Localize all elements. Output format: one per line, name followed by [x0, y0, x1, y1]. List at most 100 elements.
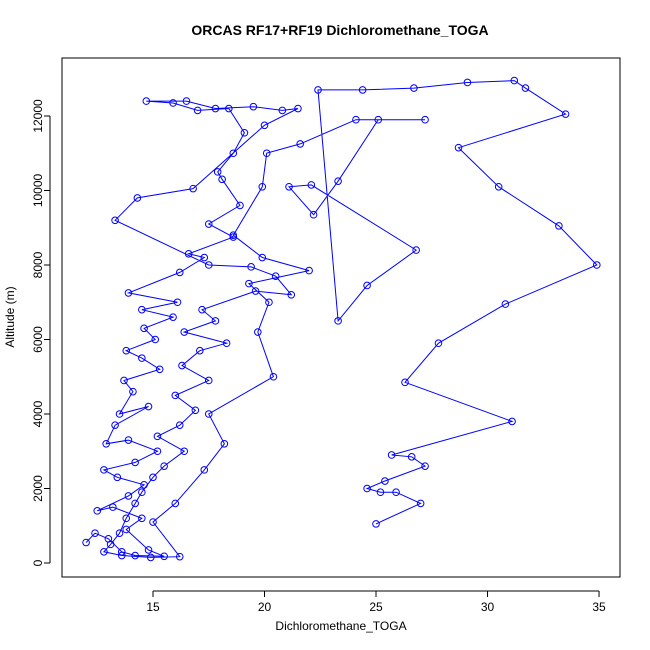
data-point [140, 324, 148, 333]
data-point [138, 488, 146, 497]
data-point [133, 194, 142, 202]
data-point [434, 339, 443, 348]
data-point [153, 447, 162, 456]
data-point [376, 488, 385, 497]
data-point [160, 552, 168, 561]
data-point [140, 480, 148, 489]
data-point [122, 346, 131, 355]
data-point [122, 514, 131, 523]
y-tick-label: 12000 [31, 99, 45, 133]
data-point [334, 177, 342, 185]
data-point [213, 168, 222, 176]
data-point [254, 328, 262, 336]
data-point [175, 268, 184, 277]
data-point [410, 84, 418, 92]
data-point [204, 376, 213, 385]
data-point [287, 290, 296, 299]
x-tick-label: 20 [258, 600, 272, 614]
data-point [169, 313, 177, 321]
data-point [271, 272, 280, 280]
data-point [173, 298, 182, 307]
data-point [160, 462, 168, 470]
data-point [149, 518, 157, 526]
data-point [138, 354, 146, 362]
data-point [138, 305, 146, 314]
data-point [314, 86, 322, 94]
y-tick-label: 6000 [31, 326, 45, 353]
data-point [463, 78, 472, 87]
y-tick-label: 10000 [31, 173, 45, 207]
data-point [180, 328, 189, 336]
data-point [175, 421, 184, 429]
data-point [309, 210, 318, 219]
x-tick-label: 15 [146, 600, 160, 614]
data-point [260, 121, 269, 130]
data-point [278, 106, 287, 115]
data-point [153, 432, 162, 441]
data-point [117, 548, 126, 556]
data-point [200, 253, 209, 262]
data-point [381, 477, 389, 485]
data-point [211, 317, 220, 325]
data-point [120, 376, 128, 385]
data-point [129, 387, 137, 396]
plot-frame [61, 57, 621, 578]
data-point [258, 182, 267, 191]
data-point [229, 149, 238, 158]
data-point [175, 552, 184, 561]
data-point [352, 115, 360, 124]
data-point [102, 439, 110, 448]
x-tick-label: 30 [481, 600, 495, 614]
data-point [211, 104, 220, 113]
data-point [374, 115, 383, 124]
data-point [146, 553, 155, 562]
data-point [249, 102, 258, 111]
x-tick-label: 25 [369, 600, 383, 614]
data-point [240, 128, 249, 137]
data-point [91, 529, 99, 537]
data-point [191, 406, 200, 415]
data-point [196, 346, 204, 355]
data-point [169, 99, 177, 107]
data-point [184, 250, 193, 258]
y-tick-label: 0 [31, 559, 45, 566]
data-point [131, 458, 139, 467]
data-point [416, 499, 425, 508]
data-point [561, 110, 570, 118]
y-axis-label: Altitude (m) [3, 286, 17, 347]
data-point [144, 402, 153, 411]
data-point [407, 453, 416, 461]
data-point [305, 266, 313, 275]
data-point [372, 520, 380, 528]
data-point [151, 335, 160, 344]
data-point [144, 546, 153, 554]
data-point [494, 182, 503, 191]
data-point [200, 466, 209, 474]
x-axis-label: Dichloromethane_TOGA [275, 619, 406, 633]
data-point [93, 507, 102, 515]
data-point [454, 143, 463, 152]
data-point [106, 540, 115, 549]
data-point [334, 317, 342, 325]
series-line [85, 80, 598, 558]
y-tick-label: 4000 [31, 400, 45, 427]
data-point [82, 538, 90, 547]
data-point [204, 261, 213, 269]
data-point [236, 201, 244, 210]
data-point [521, 84, 530, 92]
data-point [198, 305, 206, 314]
data-point [100, 548, 108, 556]
data-point [138, 514, 146, 523]
data-point [111, 421, 119, 429]
data-point [178, 361, 186, 370]
data-point [387, 451, 396, 459]
data-point [421, 115, 429, 124]
data-point [401, 378, 409, 387]
data-point [204, 220, 213, 228]
data-point [510, 76, 519, 85]
data-point [412, 246, 420, 254]
data-point [296, 140, 304, 148]
data-point [269, 372, 278, 381]
data-point [593, 261, 601, 269]
data-point [363, 281, 371, 290]
